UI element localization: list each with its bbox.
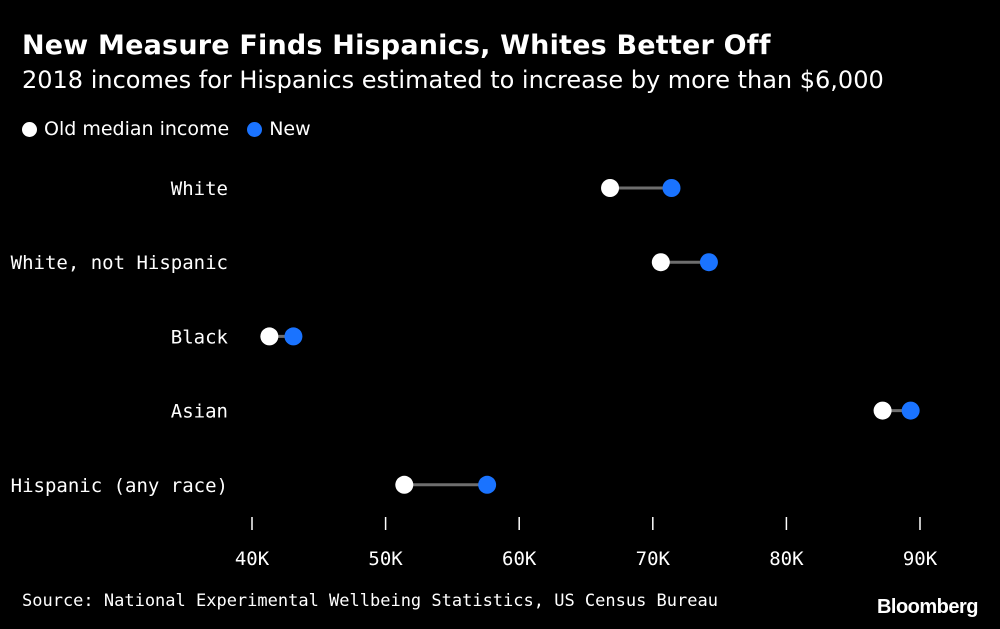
x-tick-label-4: 80K [769, 548, 804, 570]
legend-item-new: New [247, 118, 311, 140]
new-point-asian [901, 401, 920, 420]
category-label-white-not-hispanic: White, not Hispanic [11, 252, 228, 274]
chart-title: New Measure Finds Hispanics, Whites Bett… [22, 30, 771, 61]
legend-label-old: Old median income [44, 118, 230, 140]
old-point-white [601, 179, 620, 197]
legend: Old median income New [22, 118, 329, 140]
x-tick-label-2: 60K [502, 548, 537, 570]
x-tick-label-5: 90K [903, 548, 938, 570]
bloomberg-logo: Bloomberg [876, 596, 979, 618]
category-label-hispanic-any-race: Hispanic (any race) [11, 475, 228, 497]
category-label-white: White [171, 178, 228, 200]
old-point-hispanic-any-race [395, 475, 414, 494]
x-tick-label-0: 40K [235, 548, 270, 570]
legend-label-new: New [269, 118, 311, 140]
old-point-asian [873, 401, 892, 420]
legend-dot-old [22, 121, 37, 137]
category-label-black: Black [171, 326, 229, 348]
legend-item-old: Old median income [22, 118, 229, 140]
old-point-white-not-hispanic [651, 253, 670, 272]
legend-dot-new [247, 121, 263, 137]
x-tick-label-1: 50K [368, 548, 403, 570]
x-tick-label-3: 70K [636, 548, 671, 570]
source-note: Source: National Experimental Wellbeing … [22, 591, 718, 611]
new-point-white-not-hispanic [699, 253, 718, 272]
new-point-black [284, 327, 303, 346]
chart-subtitle: 2018 incomes for Hispanics estimated to … [22, 66, 884, 94]
old-point-black [260, 327, 279, 346]
category-label-asian: Asian [171, 401, 228, 423]
new-point-white [662, 179, 681, 197]
new-point-hispanic-any-race [478, 475, 497, 494]
